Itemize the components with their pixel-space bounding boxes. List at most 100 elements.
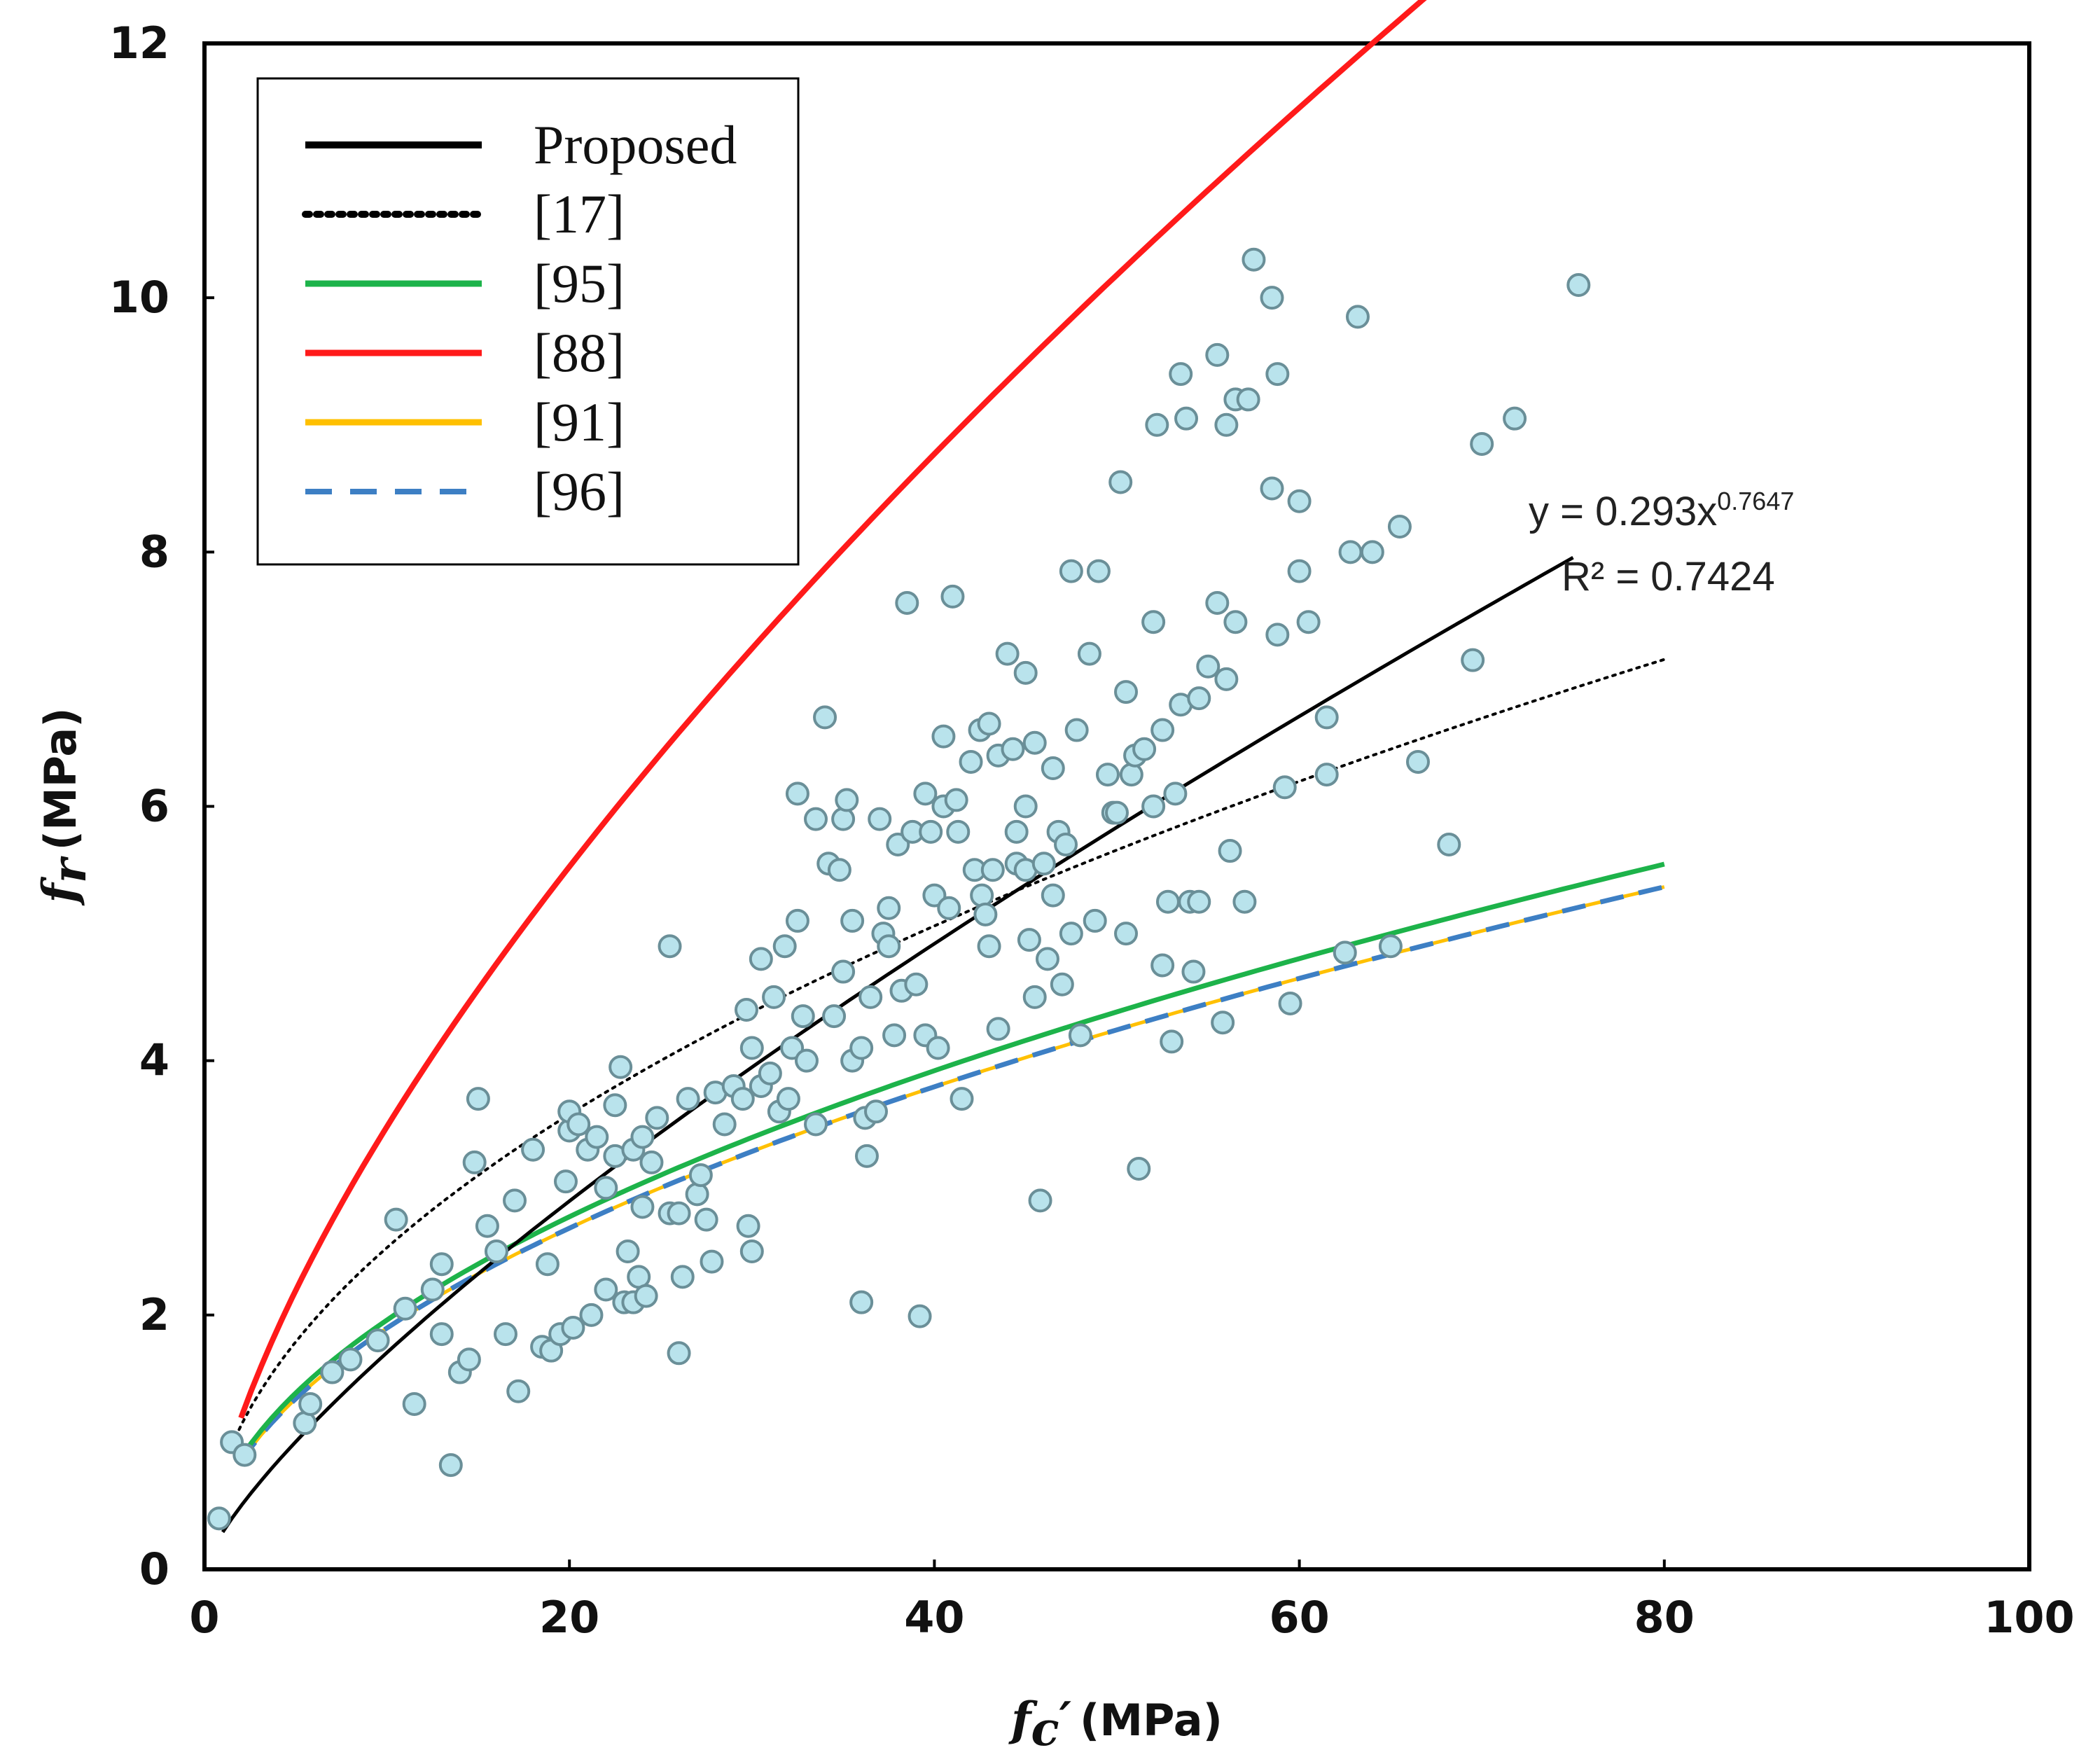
legend: Proposed [17] [95] [88] [91] [96] (256, 77, 800, 566)
scatter-point (700, 1249, 724, 1274)
scatter-point (1114, 680, 1139, 704)
scatter-point (1287, 489, 1312, 513)
y-tick-label: 12 (109, 18, 169, 69)
scatter-point (521, 1137, 545, 1162)
scatter-point (232, 1443, 257, 1467)
x-axis-tick-labels: 0 20 40 60 80 100 (189, 1592, 2074, 1643)
scatter-point (566, 1112, 591, 1137)
scatter-point (794, 1048, 819, 1073)
scatter-point (776, 1087, 800, 1111)
scatter-point (1287, 559, 1312, 583)
scatter-point (1181, 959, 1206, 984)
legend-label: Proposed (534, 114, 737, 175)
scatter-point (1205, 342, 1230, 367)
scatter-point (1174, 406, 1199, 431)
scatter-point (384, 1207, 408, 1232)
scatter-point (685, 1182, 709, 1207)
x-tick-label: 0 (189, 1592, 219, 1643)
scatter-point (1169, 362, 1193, 387)
scatter-point (670, 1265, 695, 1289)
scatter-point (1503, 406, 1527, 431)
scatter-point (736, 1214, 760, 1238)
scatter-point (877, 896, 901, 920)
scatter-point (1105, 800, 1129, 825)
scatter-point (1296, 610, 1321, 634)
scatter-point (791, 1004, 815, 1029)
scatter-point (1013, 660, 1038, 685)
y-tick-label: 6 (139, 781, 169, 832)
scatter-point (506, 1379, 531, 1403)
scatter-point (813, 705, 837, 730)
scatter-point (1059, 559, 1083, 583)
x-tick-label: 20 (539, 1592, 599, 1643)
scatter-point (1437, 832, 1461, 856)
scatter-point (1004, 819, 1029, 844)
scatter-point (1214, 667, 1239, 691)
scatter-point (1013, 794, 1038, 819)
scatter-point (840, 908, 865, 933)
scatter-point (1150, 953, 1175, 978)
scatter-point (804, 807, 828, 831)
x-tick-label: 60 (1269, 1592, 1329, 1643)
scatter-point (1187, 686, 1211, 711)
scatter-point (393, 1296, 417, 1321)
scatter-point (1333, 940, 1357, 965)
scatter-point (676, 1087, 700, 1111)
scatter-point (835, 788, 859, 812)
scatter-point (831, 807, 856, 831)
scatter-point (535, 1252, 559, 1277)
fit-curves (221, 0, 1666, 1534)
scatter-point (1265, 362, 1290, 387)
scatter-point (1086, 559, 1111, 583)
scatter-point (1360, 540, 1384, 564)
scatter-point (1314, 763, 1339, 787)
y-tick-label: 0 (139, 1543, 169, 1595)
scatter-point (973, 902, 998, 926)
scatter-point (658, 934, 682, 959)
scatter-point (904, 972, 929, 996)
scatter-point (1163, 782, 1188, 806)
scatter-point (1050, 972, 1074, 996)
scatter-point (986, 1017, 1010, 1041)
scatter-point (603, 1093, 627, 1118)
scatter-point (944, 788, 968, 812)
scatter-point (1001, 737, 1025, 761)
scatter-point (940, 584, 965, 609)
regression-equation: y = 0.293x0.7647 (1529, 487, 1794, 534)
axis-tick-marks (203, 42, 2031, 1571)
scatter-point (1223, 610, 1248, 634)
scatter-point (1064, 718, 1089, 742)
regression-annotation: y = 0.293x0.7647 R² = 0.7424 (1529, 487, 1794, 599)
scatter-point (645, 1106, 669, 1130)
scatter-point (1022, 985, 1047, 1009)
scatter-point (926, 1036, 950, 1060)
scatter-point (688, 1163, 713, 1188)
scatter-point (959, 749, 983, 774)
scatter-point (553, 1169, 578, 1194)
scatter-point (922, 883, 947, 908)
scatter-point (712, 1112, 737, 1137)
scatter-point (908, 1304, 932, 1328)
r-squared-label: R² = 0.7424 (1562, 554, 1775, 599)
y-axis-tick-labels: 0 2 4 6 8 10 12 (109, 18, 169, 1595)
scatter-point (1017, 928, 1041, 952)
scatter-point (1028, 1188, 1052, 1213)
scatter-point (1132, 737, 1157, 761)
series-line-96 (239, 884, 1665, 1463)
scatter-point (1031, 852, 1056, 876)
scatter-point (946, 819, 971, 844)
scatter-point (995, 641, 1020, 666)
scatter-point (585, 1125, 609, 1149)
legend-box (256, 77, 800, 566)
scatter-point (420, 1277, 445, 1302)
scatter-point (207, 1506, 231, 1531)
scatter-point (429, 1252, 454, 1277)
scatter-point (827, 858, 851, 882)
legend-label: [88] (534, 322, 625, 383)
scatter-point (1022, 730, 1047, 755)
x-tick-label: 100 (1984, 1592, 2074, 1643)
scatter-point (1127, 1157, 1151, 1181)
scatter-point (1095, 763, 1120, 787)
scatter-point (1278, 991, 1302, 1015)
scatter-point (1205, 590, 1230, 615)
